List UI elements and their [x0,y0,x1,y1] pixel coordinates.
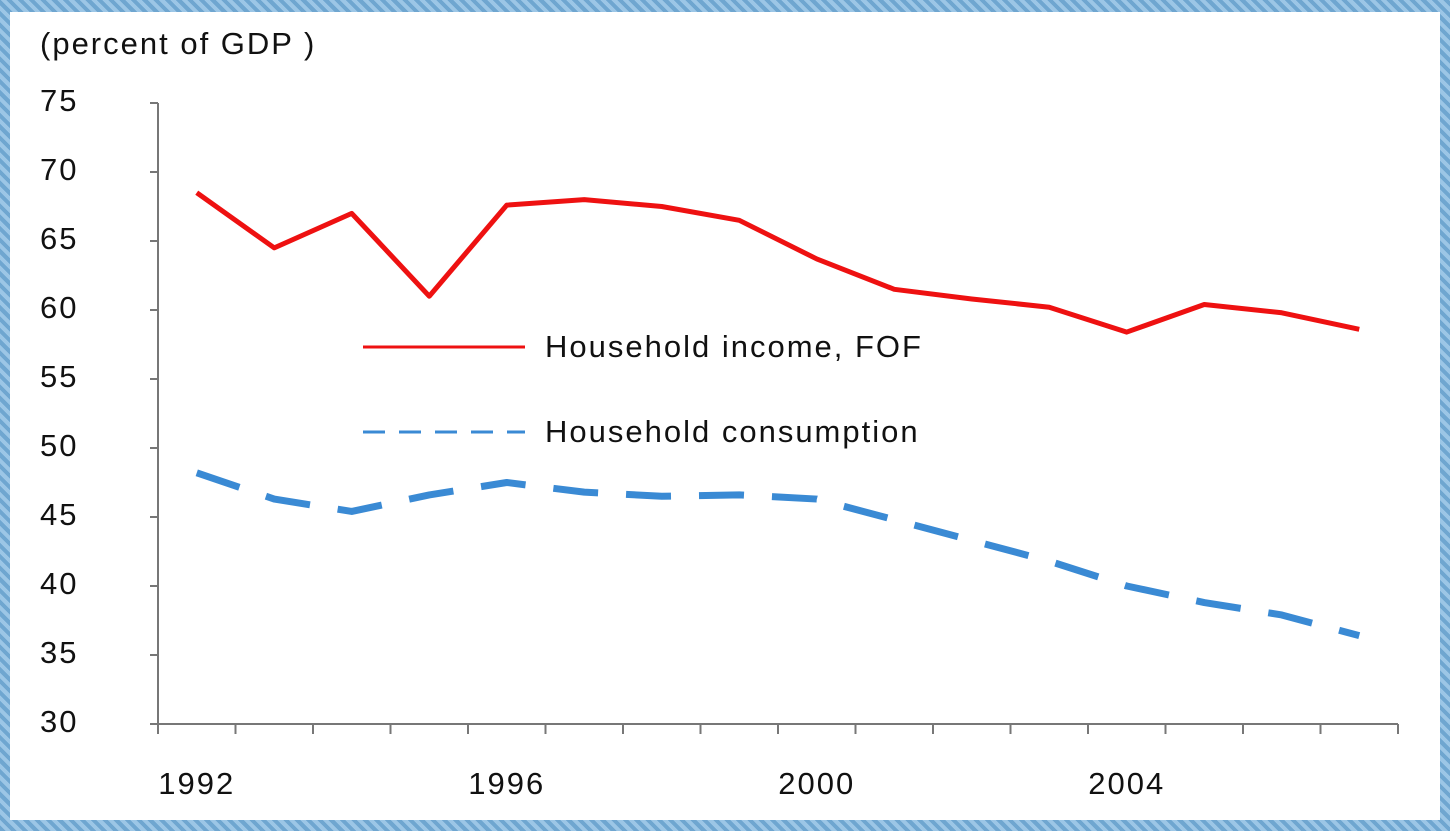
y-tick-label: 45 [40,497,78,532]
x-tick-label: 2000 [778,766,855,801]
y-tick-label: 35 [40,635,78,670]
y-tick-label: 60 [40,290,78,325]
chart-title: (percent of GDP ) [40,26,316,61]
y-tick-label: 75 [40,83,78,118]
y-tick-label: 50 [40,428,78,463]
x-tick-label: 1992 [158,766,235,801]
panel [10,12,1440,820]
y-tick-label: 55 [40,359,78,394]
data-line [195,190,1360,335]
y-tick-label: 65 [40,221,78,256]
y-tick-label: 40 [40,566,78,601]
legend-label: Household consumption [545,414,920,449]
x-tick-label: 2004 [1088,766,1165,801]
data-line [195,469,1361,640]
y-tick-label: 30 [40,704,78,739]
y-tick-label: 70 [40,152,78,187]
legend-label: Household income, FOF [545,329,923,364]
x-tick-label: 1996 [468,766,545,801]
